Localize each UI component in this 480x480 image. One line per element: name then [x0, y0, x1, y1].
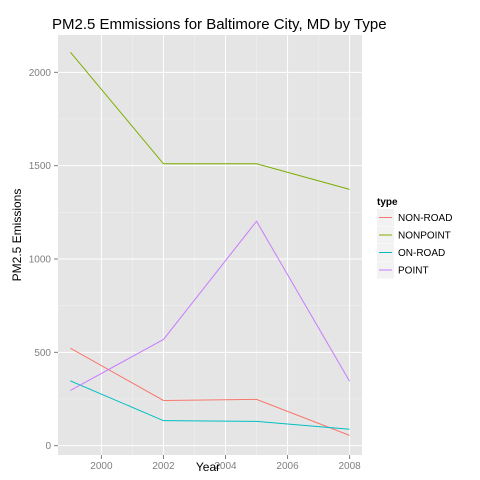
- x-tick-label: 2004: [214, 461, 237, 472]
- gridlines: [58, 35, 362, 455]
- y-tick-labels: 0 500 1000 1500 2000: [29, 68, 58, 452]
- y-tick-label: 1000: [29, 255, 52, 266]
- series-line-point: [70, 220, 351, 391]
- x-axis-label: Year: [196, 460, 220, 474]
- series-line-on-road: [70, 380, 350, 430]
- x-tick-labels: 2000 2002 2004 2006 2008: [90, 455, 361, 472]
- chart-title: PM2.5 Emmissions for Baltimore City, MD …: [52, 16, 387, 33]
- y-tick-label: 0: [45, 441, 51, 452]
- legend-title: type: [377, 197, 398, 208]
- legend-label: POINT: [398, 266, 429, 277]
- x-tick-label: 2008: [338, 461, 361, 472]
- series-line-non-road: [70, 347, 350, 436]
- y-tick-label: 500: [34, 348, 51, 359]
- legend-label: NONPOINT: [398, 231, 451, 242]
- legend-label: NON-ROAD: [398, 213, 452, 224]
- y-axis-label: PM2.5 Emissions: [10, 189, 24, 282]
- legend: type NON-ROAD NONPOINT ON-ROAD POINT: [377, 197, 452, 279]
- y-tick-label: 2000: [29, 68, 52, 79]
- x-tick-label: 2006: [276, 461, 299, 472]
- plot-panel: [58, 35, 362, 455]
- series-line-nonpoint: [70, 51, 350, 190]
- y-tick-label: 1500: [29, 161, 52, 172]
- series-lines: [70, 51, 351, 436]
- legend-label: ON-ROAD: [398, 248, 445, 259]
- x-tick-label: 2002: [152, 461, 175, 472]
- x-tick-label: 2000: [90, 461, 113, 472]
